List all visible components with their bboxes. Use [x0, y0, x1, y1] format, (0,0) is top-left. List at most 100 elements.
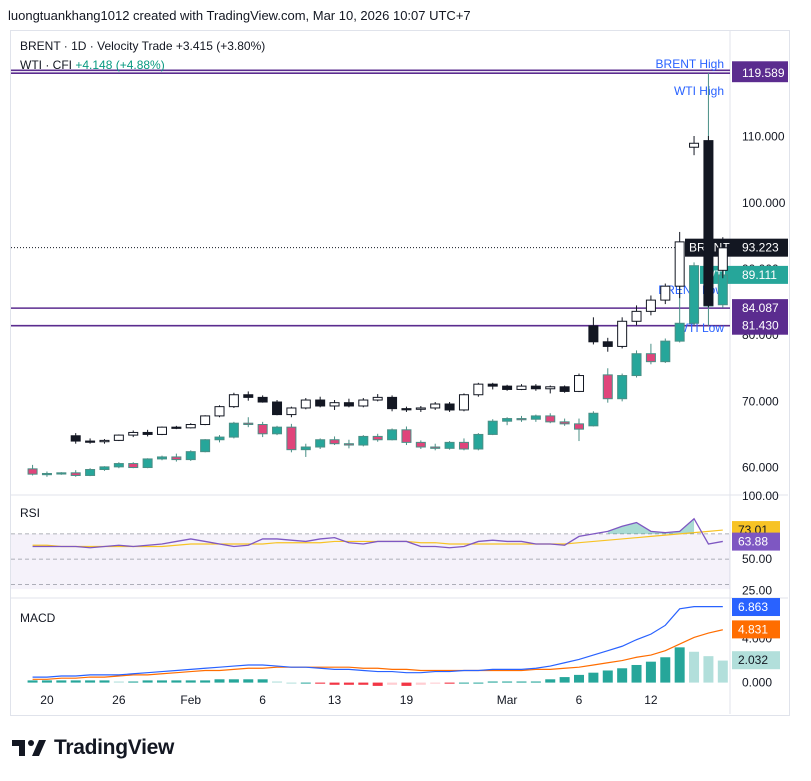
time-axis-tick: 19	[400, 693, 414, 707]
wti-candle	[502, 418, 513, 422]
time-axis-tick: 6	[259, 693, 266, 707]
rsi-pane-title: RSI	[20, 506, 41, 520]
brent-candle	[156, 426, 167, 435]
macd-histogram-bar	[631, 664, 642, 683]
wti-legend[interactable]: WTI · CFI +4.148 (+4.88%)	[20, 58, 165, 72]
wti-candle	[300, 446, 311, 451]
brent-candle	[617, 320, 628, 347]
macd-value-badge	[732, 598, 780, 617]
macd-histogram-bar	[185, 680, 196, 683]
brent-legend-change: +3.415 (+3.80%)	[175, 39, 266, 53]
price-level-badge-text: 119.589	[742, 66, 785, 80]
brent-legend[interactable]: BRENT · 1D · Velocity Trade +3.415 (+3.8…	[20, 39, 265, 53]
price-level-badge-text: 84.087	[742, 301, 779, 315]
macd-histogram-bar	[113, 681, 124, 683]
macd-histogram-bar	[444, 682, 455, 684]
brent-candle	[214, 406, 225, 417]
price-level-badge	[732, 316, 788, 335]
brent-candle	[545, 386, 556, 390]
macd-histogram-bar	[530, 681, 541, 683]
brent-candle	[315, 399, 326, 407]
rsi-axis-tick: 25.00	[742, 584, 772, 598]
macd-histogram-bar	[128, 681, 139, 683]
macd-histogram-bar	[243, 679, 254, 683]
macd-histogram-bar	[358, 682, 369, 685]
wti-candle	[430, 446, 441, 449]
price-axis-tick: 60.000	[742, 461, 779, 475]
macd-histogram-bar	[286, 682, 297, 684]
chart-frame[interactable]	[10, 30, 790, 716]
macd-histogram-bar	[516, 681, 527, 683]
brent-candle	[645, 299, 656, 312]
macd-histogram-bar	[602, 670, 613, 683]
chart-header: luongtuankhang1012 created with TradingV…	[8, 8, 471, 23]
time-axis-tick: 20	[40, 693, 54, 707]
last-price-badge-value: 93.223	[742, 241, 779, 255]
macd-histogram-bar	[502, 681, 513, 683]
brent-candle	[85, 440, 96, 443]
brent-candle	[171, 426, 182, 429]
macd-histogram-bar	[56, 680, 67, 683]
wti-legend-change: +4.148 (+4.88%)	[75, 58, 165, 72]
macd-histogram-bar	[458, 682, 469, 684]
wti-legend-label: WTI · CFI	[20, 58, 72, 72]
brent-candle	[473, 383, 484, 396]
rsi-axis-tick: 50.00	[742, 552, 772, 566]
price-level-badge-text: 81.430	[742, 319, 779, 333]
time-axis-tick: 12	[644, 693, 658, 707]
wti-candle	[674, 322, 685, 342]
brent-candle	[358, 399, 369, 407]
brent-candle	[228, 394, 239, 408]
brent-candle	[530, 385, 541, 390]
rsi-overbought-fill	[607, 518, 695, 534]
wti-candle	[574, 423, 585, 430]
brent-candle	[502, 385, 513, 390]
macd-histogram-bar	[387, 682, 398, 685]
brent-candle	[516, 385, 527, 390]
brent-candle	[185, 424, 196, 429]
macd-value-badge	[732, 620, 780, 639]
macd-histogram-bar	[559, 677, 570, 683]
price-axis-tick: 100.000	[742, 196, 786, 210]
macd-histogram-bar	[473, 682, 484, 684]
macd-histogram-bar	[674, 647, 685, 683]
wti-candle	[401, 429, 412, 443]
brent-candle	[660, 285, 671, 301]
brent-candle	[602, 341, 613, 347]
price-level-label: BRENT High	[656, 57, 724, 71]
macd-value-badge-text: 6.863	[738, 600, 768, 614]
tradingview-logo[interactable]: TradingView	[12, 736, 174, 760]
macd-histogram-bar	[689, 651, 700, 683]
brent-candle	[401, 408, 412, 411]
macd-histogram-bar	[142, 680, 153, 683]
wti-candle	[645, 353, 656, 363]
brent-candle	[631, 310, 642, 322]
rsi-value-badge	[732, 532, 780, 551]
wti-candle	[415, 441, 426, 448]
macd-histogram-bar	[645, 661, 656, 683]
macd-histogram-bar	[660, 657, 671, 683]
wti-candle	[329, 439, 340, 445]
wti-candle	[113, 463, 124, 468]
macd-histogram-bar	[171, 680, 182, 683]
time-axis-tick: 26	[112, 693, 126, 707]
wti-candle	[372, 435, 383, 441]
macd-histogram-bar	[257, 679, 268, 683]
wti-candle	[631, 353, 642, 377]
brent-candle	[70, 435, 81, 442]
rsi-axis-tick: 100.00	[742, 489, 779, 503]
macd-histogram-bar	[415, 682, 426, 685]
macd-histogram-bar	[574, 674, 585, 683]
macd-histogram-bar	[228, 679, 239, 683]
price-level-label: WTI Low	[677, 321, 725, 335]
brent-candle	[300, 399, 311, 409]
macd-histogram-bar	[617, 668, 628, 683]
price-level-badge	[732, 64, 788, 83]
wti-candle	[286, 426, 297, 451]
time-axis-tick: Feb	[180, 693, 201, 707]
wti-candle	[85, 469, 96, 476]
wti-candle	[272, 426, 283, 435]
macd-histogram-bar	[588, 672, 599, 683]
wti-candle	[660, 340, 671, 363]
